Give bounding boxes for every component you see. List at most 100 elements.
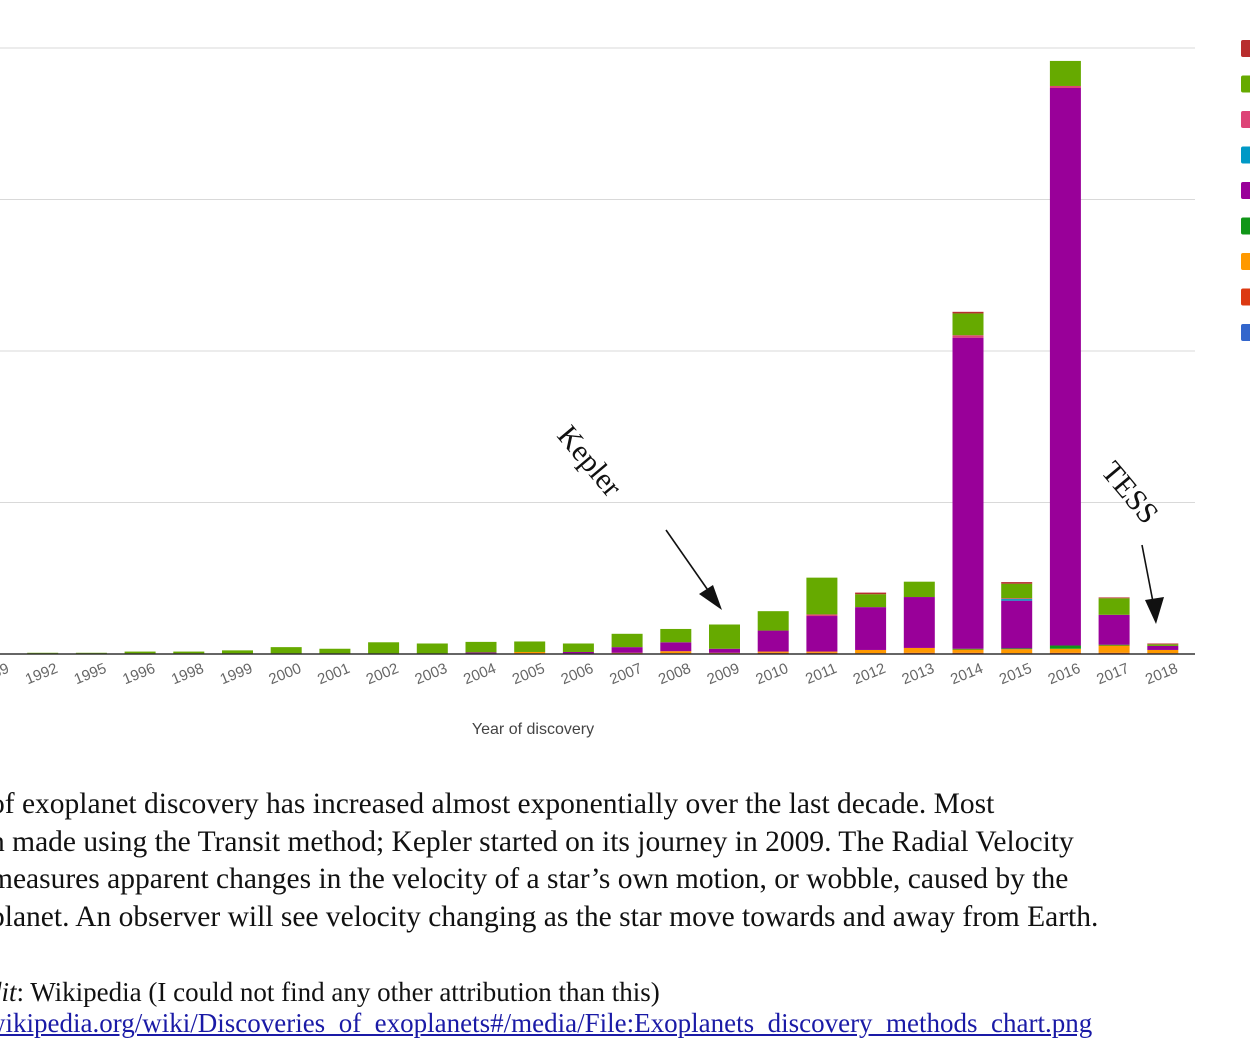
bar-segment-2008-s4	[660, 642, 692, 652]
source-link[interactable]: wikipedia.org/wiki/Discoveries_of_exopla…	[0, 1008, 1093, 1038]
bar-segment-2001-s7	[319, 648, 351, 654]
bar-segment-2004-s4	[465, 652, 497, 654]
legend-swatch	[1241, 111, 1250, 128]
x-tick-label: 2015	[997, 660, 1034, 688]
bar-segment-2003-s7	[416, 643, 448, 654]
discovery-chart: 1989 1992 1995 1996 1998 1999 2000 2001 2002 2003…	[0, 40, 1250, 738]
bar-segment-2006-s7	[562, 643, 594, 652]
bar-segment-2014-s2	[952, 649, 984, 653]
bar-segment-2002-s7	[368, 642, 400, 654]
x-tick-label: 2008	[656, 660, 693, 688]
x-tick-label: 2018	[1143, 660, 1180, 688]
bar-segment-2016-s7	[1049, 60, 1081, 86]
x-tick-label: 1992	[23, 660, 60, 688]
bar-segment-2014-s3	[952, 648, 984, 650]
legend-swatch	[1241, 288, 1250, 306]
bar-segment-2007-s7	[611, 633, 643, 648]
x-tick-label: 2000	[266, 660, 303, 688]
bar-segment-2011-s7	[806, 577, 838, 615]
bar-segment-1999-s7	[222, 650, 253, 654]
bar-segment-1992-s7	[27, 652, 59, 654]
bar-segment-2015-s5	[1001, 599, 1033, 601]
x-tick-label: 2011	[803, 660, 839, 688]
legend-swatch	[1241, 40, 1250, 57]
bar-segment-2016-s6	[1049, 85, 1081, 88]
credit-line: dit: Wikipedia (I could not find any oth…	[0, 975, 660, 1009]
bar-segment-2015-s2	[1001, 649, 1033, 654]
bar-segment-2016-s3	[1049, 645, 1081, 649]
bar-segment-2005-s7	[514, 641, 546, 652]
x-tick-label: 2014	[948, 660, 985, 688]
legend-swatch	[1241, 146, 1250, 164]
credit-label: dit	[0, 977, 17, 1007]
x-tick-label: 1995	[72, 660, 109, 688]
legend-swatch	[1241, 253, 1250, 270]
bar-segment-2006-s4	[562, 651, 594, 654]
bar-segment-2015-s3	[1001, 648, 1033, 650]
x-tick-label: 2016	[1046, 660, 1083, 688]
kepler-annotation: Kepler	[551, 419, 722, 610]
bar-segment-2018-s4	[1147, 645, 1179, 650]
legend	[1241, 40, 1250, 341]
bar-segment-2008-s7	[660, 628, 692, 643]
bars	[27, 60, 1179, 655]
bar-segment-2015-s6	[1001, 598, 1033, 600]
legend-swatch	[1241, 324, 1250, 341]
bar-segment-2010-s2	[757, 651, 789, 653]
caption-line: measures apparent changes in the velocit…	[0, 863, 1069, 895]
bar-segment-2009-s7	[709, 624, 740, 649]
x-tick-label: 2006	[559, 660, 596, 688]
bar-segment-2014-s4	[952, 337, 984, 649]
bar-segment-2017-s4	[1098, 614, 1130, 645]
bar-segment-2010-s7	[757, 611, 789, 631]
x-tick-label: 1999	[218, 660, 255, 688]
bar-segment-2008-s2	[660, 651, 692, 654]
bar-segment-2011-s6	[806, 614, 838, 617]
x-tick-label: 2007	[607, 660, 644, 688]
bar-segment-2015-s4	[1001, 600, 1033, 649]
bar-segment-2015-s8	[1001, 582, 1033, 584]
x-tick-label: 2013	[899, 660, 936, 688]
bar-segment-2012-s8	[855, 592, 887, 595]
tess-arrow-shaft	[1141, 544, 1154, 603]
gridlines	[0, 47, 1195, 503]
x-tick-label: 1996	[120, 660, 157, 688]
bar-segment-2014-s8	[952, 311, 984, 314]
bar-segment-2014-s7	[952, 313, 984, 336]
bar-segment-2011-s4	[806, 616, 838, 652]
bar-segment-2000-s7	[270, 647, 302, 654]
caption-line: planet. An observer will see velocity ch…	[0, 900, 1099, 933]
bar-segment-2011-s2	[806, 651, 838, 653]
x-tick-label: 2003	[412, 660, 449, 688]
bar-segment-2010-s4	[757, 630, 789, 652]
bar-segment-2017-s2	[1098, 645, 1130, 653]
credit-text: : Wikipedia (I could not find any other …	[16, 977, 660, 1007]
x-tick-label: 1989	[0, 660, 11, 688]
bar-segment-2012-s4	[855, 607, 887, 650]
bar-segment-2007-s4	[611, 647, 643, 653]
bar-segment-2016-s2	[1049, 648, 1081, 653]
x-tick-label: 2004	[461, 660, 498, 688]
bar-segment-2004-s7	[465, 641, 497, 653]
caption-line: n made using the Transit method; Kepler …	[0, 825, 1074, 858]
x-tick-label: 2012	[851, 660, 888, 688]
bar-segment-2012-s2	[855, 649, 887, 654]
x-tick-label: 2002	[364, 660, 401, 688]
x-tick-label: 2017	[1094, 660, 1131, 688]
caption: of exoplanet discovery has increased alm…	[0, 786, 1250, 936]
x-tick-label: 2001	[315, 660, 352, 688]
x-tick-label: 2010	[753, 660, 790, 688]
bar-segment-2016-s4	[1049, 87, 1081, 646]
bar-segment-2013-s7	[903, 581, 935, 598]
bar-segment-2017-s7	[1098, 598, 1130, 615]
legend-swatch	[1241, 182, 1250, 199]
kepler-arrow-shaft	[665, 529, 713, 597]
x-tick-label: 1998	[169, 660, 206, 688]
caption-line: of exoplanet discovery has increased alm…	[0, 788, 995, 820]
bar-segment-2015-s7	[1001, 583, 1033, 599]
bar-segment-2009-s4	[709, 648, 740, 653]
kepler-label: Kepler	[551, 419, 629, 503]
bar-segment-2018-s2	[1147, 649, 1179, 654]
bar-segment-2009-s2	[709, 652, 740, 654]
kepler-arrow-head	[699, 585, 722, 610]
